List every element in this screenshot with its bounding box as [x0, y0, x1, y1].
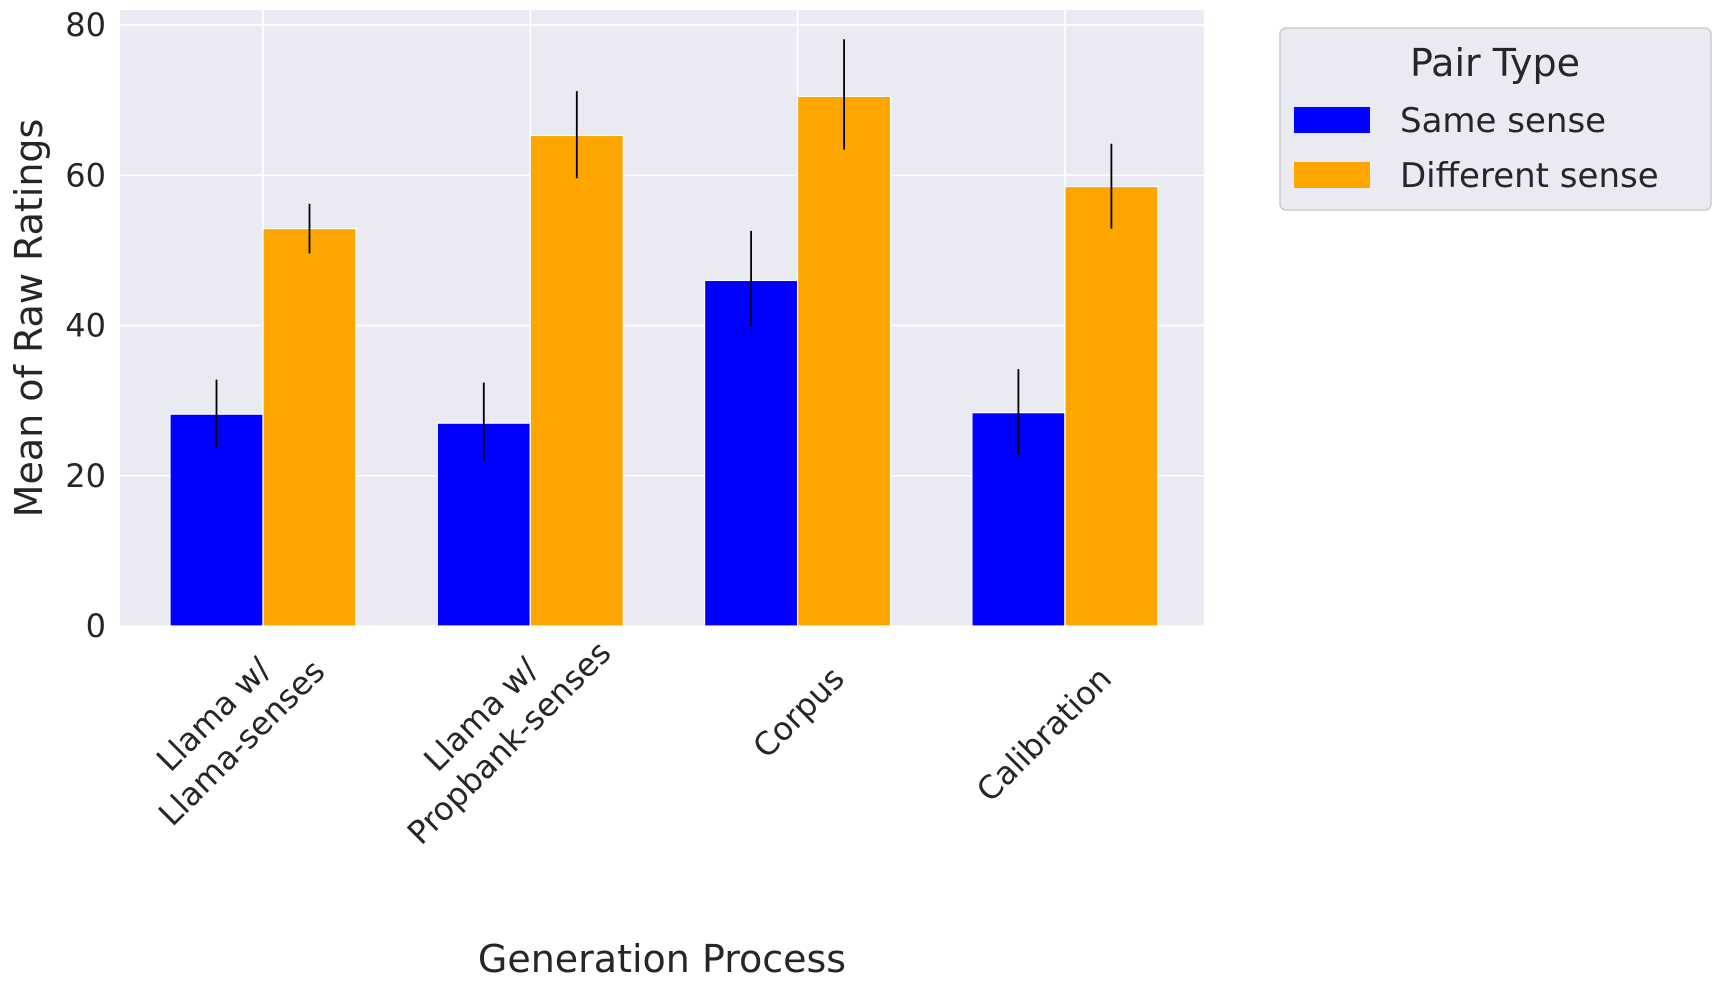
- x-tick-label-line: Calibration: [969, 659, 1119, 809]
- legend: Pair Type Same sense Different sense: [1279, 27, 1712, 211]
- x-tick-label: Llama w/Propbank-senses: [400, 633, 619, 852]
- x-tick-label: Corpus: [745, 659, 851, 765]
- y-tick-label: 0: [86, 607, 106, 645]
- legend-label-different-sense: Different sense: [1400, 156, 1659, 196]
- legend-label-same-sense: Same sense: [1400, 101, 1606, 141]
- bars: [169, 95, 1159, 627]
- bar-different-3: [1064, 185, 1159, 627]
- x-tick-label: Llama w/Llama-senses: [149, 650, 332, 833]
- legend-title: Pair Type: [1410, 41, 1580, 85]
- legend-swatch-different-sense: [1294, 162, 1370, 188]
- bar-different-0: [262, 228, 357, 627]
- y-tick-labels: 0 20 40 60 80: [65, 6, 106, 645]
- error-bars: [215, 39, 1113, 461]
- bar-same-0: [169, 413, 264, 627]
- legend-box: [1279, 27, 1712, 211]
- y-tick-label: 40: [65, 307, 106, 345]
- legend-swatch-same-sense: [1294, 107, 1370, 133]
- bar-different-2: [796, 95, 892, 627]
- x-tick-label: Calibration: [969, 659, 1119, 809]
- x-axis-label: Generation Process: [478, 937, 846, 981]
- bar-different-1: [529, 134, 624, 627]
- bar-same-2: [703, 279, 799, 627]
- y-tick-label: 20: [65, 457, 106, 495]
- y-axis-label: Mean of Raw Ratings: [7, 119, 51, 518]
- y-tick-label: 80: [65, 6, 106, 44]
- y-tick-label: 60: [65, 156, 106, 194]
- x-tick-label-line: Corpus: [745, 659, 851, 765]
- x-tick-labels: Llama w/Llama-senses Llama w/Propbank-sen…: [149, 633, 1119, 852]
